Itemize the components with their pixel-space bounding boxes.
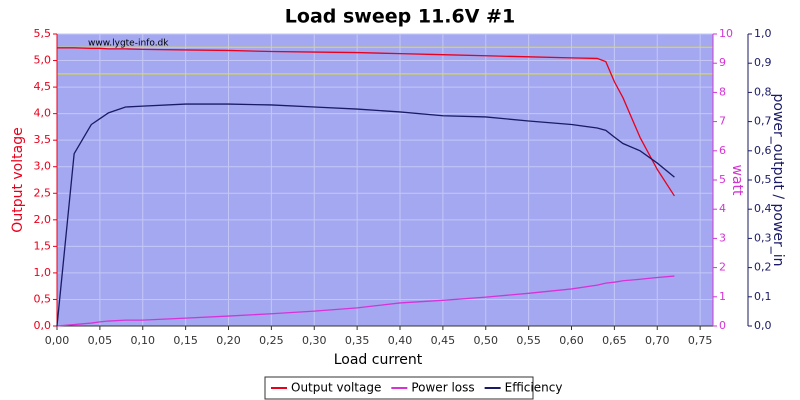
y2-tick-label: 8 xyxy=(719,85,726,98)
x-tick-label: 0,35 xyxy=(345,334,370,347)
legend-label: Output voltage xyxy=(291,381,381,395)
y3-tick-label: 0,1 xyxy=(754,290,772,303)
series-line xyxy=(56,275,675,327)
series-line xyxy=(56,103,675,327)
y3-axis-label: power_output / power_in xyxy=(770,93,786,266)
x-tick-label: 0,10 xyxy=(131,334,156,347)
y3-tick-label: 0,8 xyxy=(754,85,772,98)
watermark: www.lygte-info.dk xyxy=(88,39,169,49)
y3-tick-label: 1,0 xyxy=(754,27,772,40)
y3-tick-label: 0,6 xyxy=(754,144,772,157)
x-tick-label: 0,25 xyxy=(259,334,284,347)
y3-tick-label: 0,0 xyxy=(754,319,772,332)
y-tick-label: 1,5 xyxy=(34,239,52,252)
x-tick-label: 0,00 xyxy=(45,334,70,347)
y-tick-label: 1,0 xyxy=(34,266,52,279)
chart-title: Load sweep 11.6V #1 xyxy=(285,6,515,28)
y3-tick-label: 0,5 xyxy=(754,173,772,186)
y-tick-label: 2,5 xyxy=(34,186,52,199)
y3-tick-label: 0,9 xyxy=(754,56,772,69)
y-tick-label: 4,0 xyxy=(34,107,52,120)
y3-tick-label: 0,7 xyxy=(754,115,772,128)
y3-tick-label: 0,2 xyxy=(754,261,772,274)
y-tick-label: 5,5 xyxy=(34,27,52,40)
y2-tick-label: 2 xyxy=(719,261,726,274)
y-tick-label: 5,0 xyxy=(34,54,52,67)
y2-tick-label: 7 xyxy=(719,115,726,128)
y-tick-label: 3,0 xyxy=(34,160,52,173)
x-tick-label: 0,50 xyxy=(474,334,499,347)
y2-tick-label: 10 xyxy=(719,27,733,40)
x-tick-label: 0,55 xyxy=(516,334,541,347)
legend-label: Power loss xyxy=(411,381,474,395)
x-tick-label: 0,75 xyxy=(688,334,713,347)
y-tick-label: 0,0 xyxy=(34,319,52,332)
plot-area xyxy=(57,34,713,326)
x-tick-label: 0,30 xyxy=(302,334,327,347)
x-tick-label: 0,40 xyxy=(388,334,413,347)
x-tick-label: 0,65 xyxy=(602,334,627,347)
series-line xyxy=(57,47,675,197)
y3-tick-label: 0,3 xyxy=(754,231,772,244)
y2-tick-label: 1 xyxy=(719,290,726,303)
y-tick-label: 3,5 xyxy=(34,133,52,146)
y2-tick-label: 3 xyxy=(719,231,726,244)
x-tick-label: 0,45 xyxy=(431,334,456,347)
x-tick-label: 0,15 xyxy=(173,334,198,347)
y-tick-label: 4,5 xyxy=(34,80,52,93)
x-tick-label: 0,05 xyxy=(88,334,113,347)
y2-tick-label: 5 xyxy=(719,173,726,186)
y-axis-label: Output voltage xyxy=(10,127,26,232)
y2-tick-label: 9 xyxy=(719,56,726,69)
legend-label: Efficiency xyxy=(505,381,563,395)
y-tick-label: 0,5 xyxy=(34,292,52,305)
y2-tick-label: 4 xyxy=(719,202,726,215)
x-tick-label: 0,60 xyxy=(559,334,584,347)
y2-axis-label: watt xyxy=(729,164,745,196)
y2-tick-label: 6 xyxy=(719,144,726,157)
y3-tick-label: 0,4 xyxy=(754,202,772,215)
x-tick-label: 0,70 xyxy=(645,334,670,347)
y2-tick-label: 0 xyxy=(719,319,726,332)
y-tick-label: 2,0 xyxy=(34,213,52,226)
x-axis-label: Load current xyxy=(334,352,423,368)
x-tick-label: 0,20 xyxy=(216,334,241,347)
